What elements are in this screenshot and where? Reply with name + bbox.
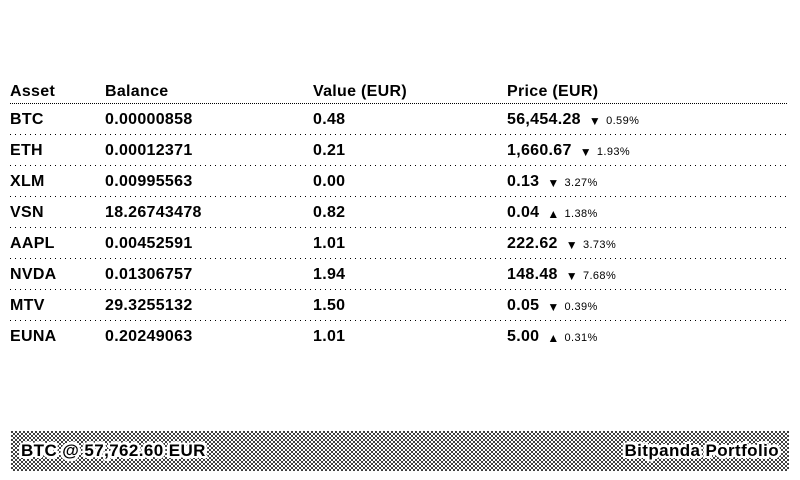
change-percent: 7.68% [582,269,617,282]
change-percent: 0.39% [564,300,598,313]
table-header-row: Asset Balance Value (EUR) Price (EUR) [10,83,788,104]
value-cell: 1.94 [313,265,346,283]
price-cell: 0.05 ▼ 0.39% [507,297,788,315]
asset-cell: XLM [10,172,45,190]
table-row: ETH 0.00012371 0.21 1,660.67 ▼ 1.93% [10,135,788,166]
change-percent: 0.31% [564,331,598,344]
change-percent: 3.73% [582,238,617,251]
price-value: 148.48 [507,265,558,283]
change-percent: 3.27% [564,176,598,189]
balance-cell: 0.20249063 [105,327,193,345]
asset-cell: VSN [10,203,44,221]
value-cell: 0.00 [313,172,346,190]
table-row: EUNA 0.20249063 1.01 5.00 ▲ 0.31% [10,321,788,352]
triangle-down-icon: ▼ [547,175,560,190]
asset-cell: BTC [10,110,44,128]
asset-table: Asset Balance Value (EUR) Price (EUR) BT… [10,83,788,352]
price-cell: 5.00 ▲ 0.31% [507,328,788,346]
table-row: AAPL 0.00452591 1.01 222.62 ▼ 3.73% [10,228,788,259]
balance-cell: 0.00012371 [105,141,193,159]
header-asset: Asset [10,83,56,100]
balance-cell: 18.26743478 [105,203,202,221]
footer-btc-ticker: BTC @ 57,762.60 EUR [21,441,206,460]
asset-cell: NVDA [10,265,57,283]
asset-cell: MTV [10,296,45,314]
header-price: Price (EUR) [507,83,599,100]
header-balance: Balance [105,83,169,100]
value-cell: 0.21 [313,141,346,159]
price-cell: 0.04 ▲ 1.38% [507,204,788,222]
price-value: 1,660.67 [507,141,572,159]
price-cell: 56,454.28 ▼ 0.59% [507,111,788,129]
balance-cell: 0.00000858 [105,110,193,128]
table-row: VSN 18.26743478 0.82 0.04 ▲ 1.38% [10,197,788,228]
triangle-down-icon: ▼ [565,268,578,283]
triangle-up-icon: ▲ [547,206,560,221]
value-cell: 0.82 [313,203,346,221]
value-cell: 1.50 [313,296,346,314]
table-row: NVDA 0.01306757 1.94 148.48 ▼ 7.68% [10,259,788,290]
table-body: BTC 0.00000858 0.48 56,454.28 ▼ 0.59% ET… [10,104,788,352]
triangle-down-icon: ▼ [588,113,602,128]
value-cell: 0.48 [313,110,346,128]
footer-app-title: Bitpanda Portfolio [624,441,779,460]
balance-cell: 0.00995563 [105,172,193,190]
table-row: BTC 0.00000858 0.48 56,454.28 ▼ 0.59% [10,104,788,135]
balance-cell: 0.00452591 [105,234,193,252]
table-row: XLM 0.00995563 0.00 0.13 ▼ 3.27% [10,166,788,197]
change-percent: 1.93% [596,145,631,158]
price-value: 222.62 [507,234,558,252]
price-value: 56,454.28 [507,110,581,128]
header-value: Value (EUR) [313,83,407,100]
balance-cell: 0.01306757 [105,265,193,283]
price-cell: 1,660.67 ▼ 1.93% [507,142,788,160]
triangle-down-icon: ▼ [565,237,578,252]
table-row: MTV 29.3255132 1.50 0.05 ▼ 0.39% [10,290,788,321]
asset-cell: AAPL [10,234,55,252]
balance-cell: 29.3255132 [105,296,193,314]
asset-cell: EUNA [10,327,57,345]
price-value: 0.05 [507,296,540,314]
price-value: 0.04 [507,203,540,221]
price-cell: 148.48 ▼ 7.68% [507,266,788,284]
price-cell: 0.13 ▼ 3.27% [507,173,788,191]
change-percent: 0.59% [606,114,640,127]
triangle-down-icon: ▼ [579,144,592,159]
triangle-up-icon: ▲ [547,330,560,345]
price-cell: 222.62 ▼ 3.73% [507,235,788,253]
value-cell: 1.01 [313,327,346,345]
value-cell: 1.01 [313,234,346,252]
change-percent: 1.38% [564,207,598,220]
footer-bar: BTC @ 57,762.60 EUR Bitpanda Portfolio [11,431,789,471]
triangle-down-icon: ▼ [547,299,560,314]
price-value: 0.13 [507,172,540,190]
price-value: 5.00 [507,327,540,345]
asset-cell: ETH [10,141,43,159]
